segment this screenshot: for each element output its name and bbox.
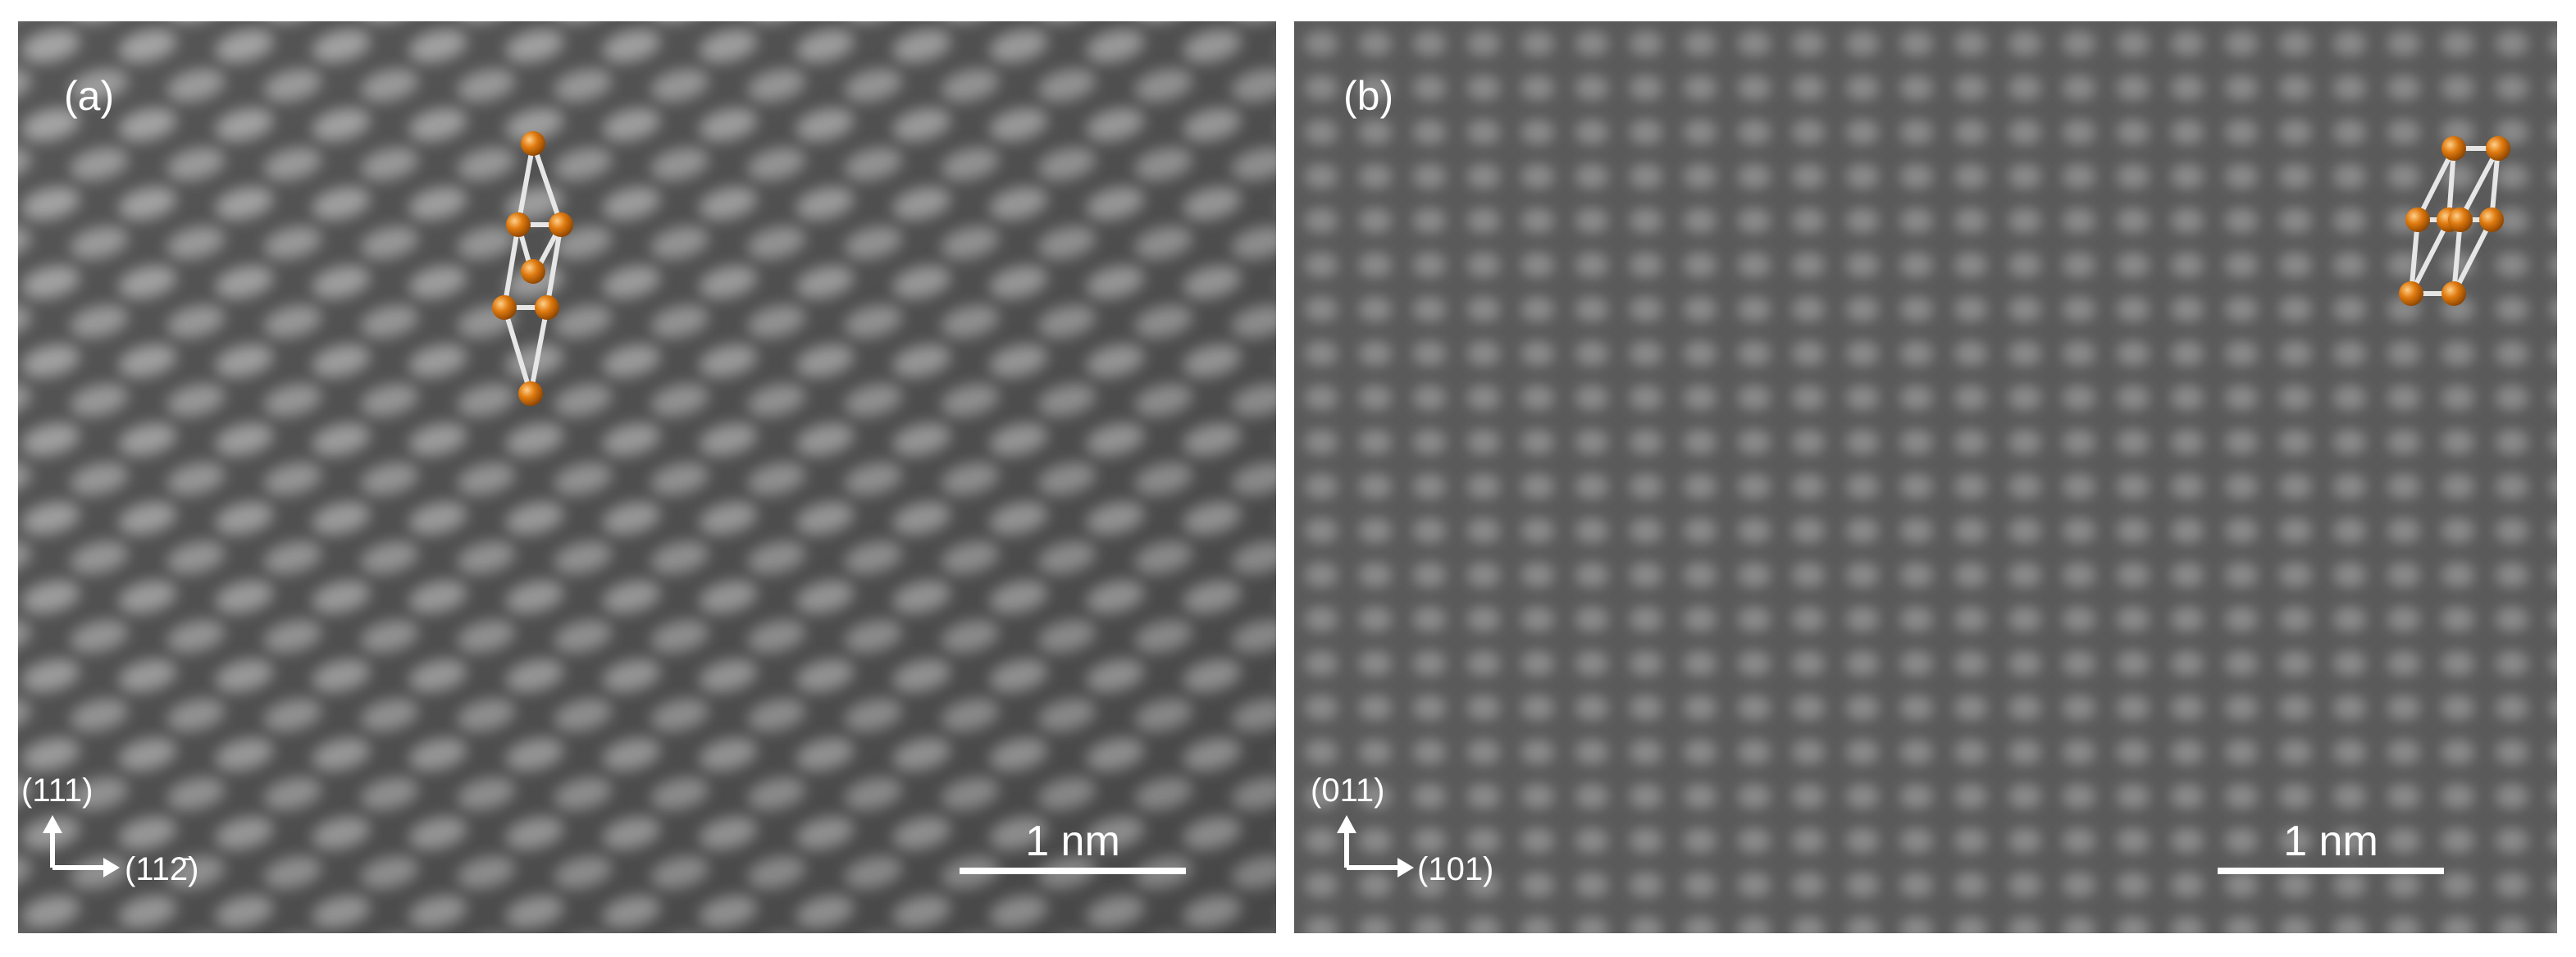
atom — [2442, 136, 2466, 161]
axis-label-horizontal-b: (101) — [1417, 851, 1494, 887]
axis-label-vertical-a: (111) — [21, 772, 93, 809]
scale-bar-b — [2218, 868, 2444, 874]
atom — [492, 295, 517, 320]
lattice-image-a — [18, 21, 1276, 933]
atom — [506, 212, 531, 237]
atom — [535, 295, 559, 320]
atom — [2399, 281, 2423, 306]
atom — [518, 381, 543, 406]
unit-cell-diagram-a — [43, 131, 1186, 877]
panel-label-b: (b) — [1343, 73, 1394, 119]
scale-bar-label-a: 1 nm — [1025, 818, 1120, 865]
atom — [2405, 207, 2430, 232]
axis-label-horizontal-a: (112̄) — [125, 851, 199, 887]
atom — [521, 259, 545, 284]
panel-label-a: (a) — [64, 73, 115, 119]
scale-bar-label-b: 1 nm — [2283, 818, 2378, 865]
atom — [2486, 136, 2510, 161]
micrograph-panel-b: (b) — [1294, 21, 2557, 933]
micrograph-panel-a: (a) — [18, 21, 1276, 933]
atom — [549, 212, 573, 237]
atom — [2442, 281, 2466, 306]
unit-cell-diagram-b — [1337, 136, 2510, 877]
atom — [521, 131, 545, 156]
lattice-image-b — [1294, 21, 2557, 933]
axis-label-vertical-b: (011) — [1311, 772, 1385, 809]
atom — [2448, 207, 2473, 232]
scale-bar-a — [960, 868, 1186, 874]
atom — [2479, 207, 2504, 232]
